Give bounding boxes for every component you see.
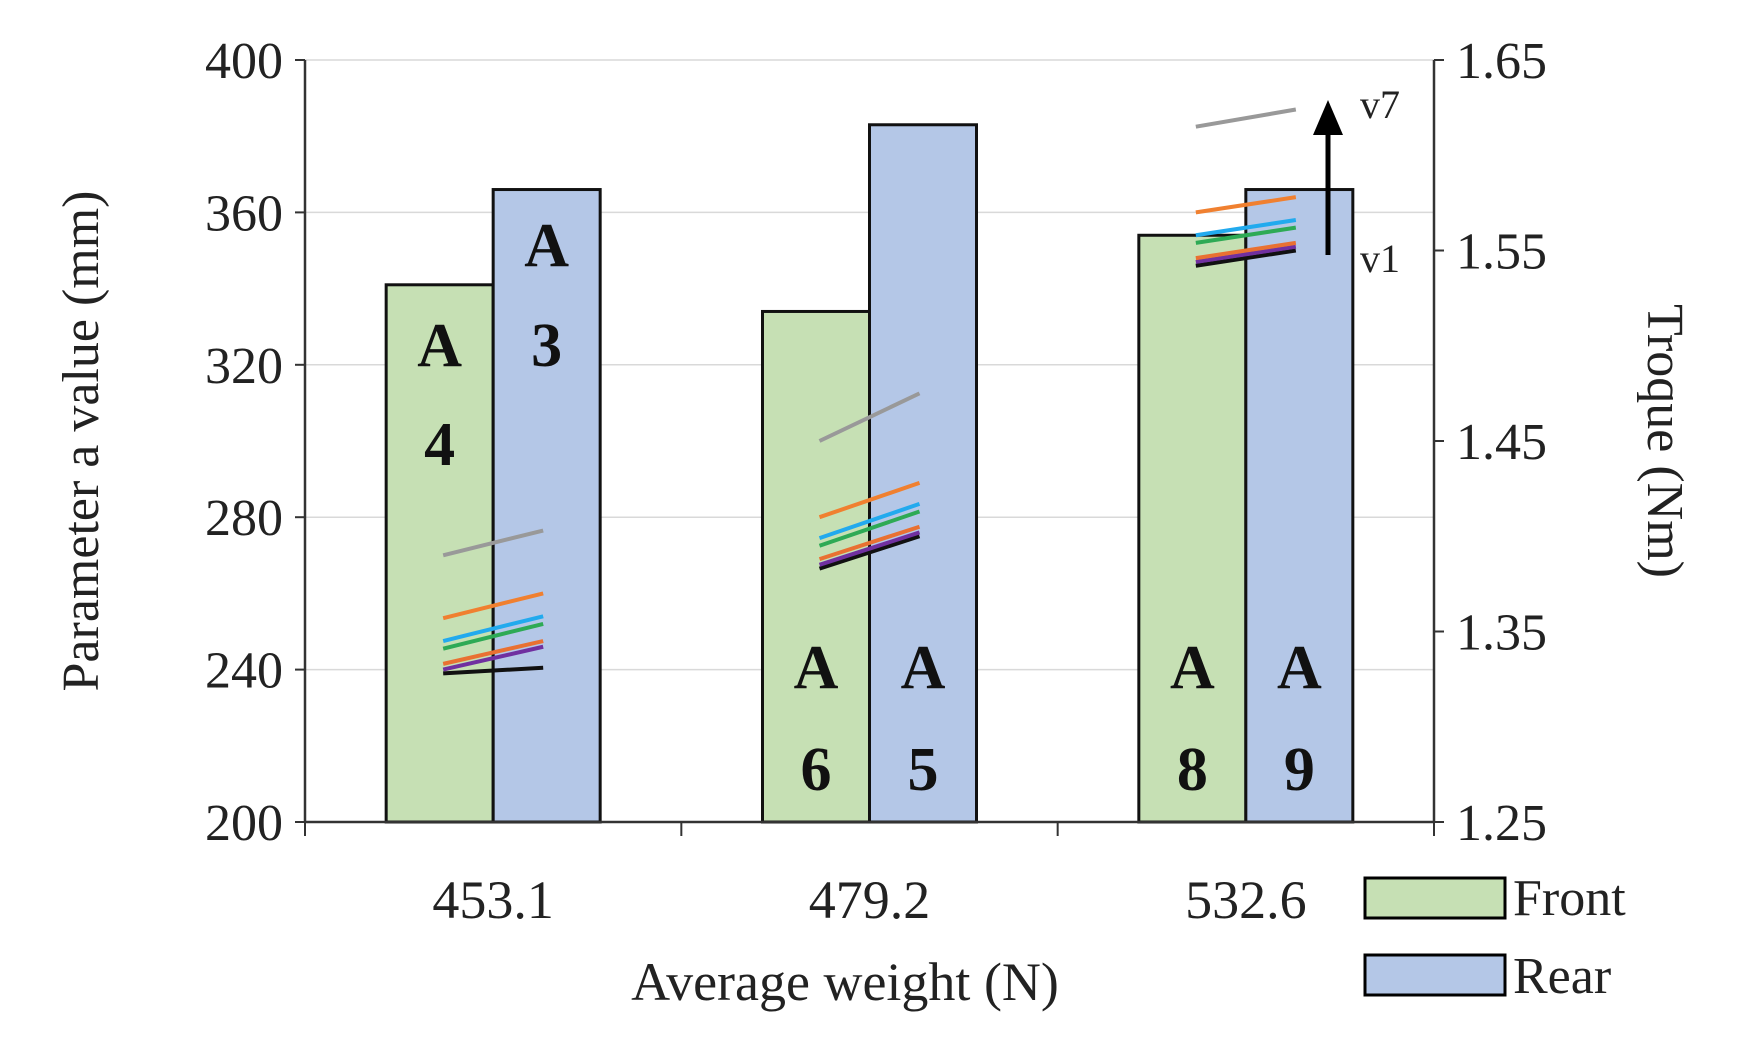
x-axis-title: Average weight (N): [631, 952, 1059, 1012]
y-tick-label: 400: [205, 33, 283, 90]
y-tick-label: 320: [205, 338, 283, 395]
bar-front: [1137, 233, 1248, 824]
bar-label: A: [901, 634, 946, 702]
bar-rear: [1244, 188, 1355, 824]
x-tick-label: 532.6: [1185, 870, 1307, 930]
y2-tick-label: 1.65: [1456, 33, 1547, 90]
torque-line-v1: [1195, 248, 1297, 268]
torque-line-v6: [442, 591, 544, 621]
torque-line-v3: [1195, 240, 1297, 261]
annotation-v1: v1: [1360, 236, 1400, 281]
x-tick-label: 479.2: [809, 870, 931, 930]
bar-front: [384, 283, 495, 824]
torque-lines: [442, 107, 1297, 676]
torque-line-v7: [442, 528, 544, 558]
arrow-head: [1313, 100, 1343, 135]
bar-rear: [491, 188, 602, 824]
torque-line-v1: [443, 665, 544, 676]
y2-tick-label: 1.55: [1456, 224, 1547, 281]
torque-line-v7: [818, 391, 921, 443]
y2-axis-title: Troque (Nm): [1636, 304, 1693, 578]
tick-labels: 2002402803203604001.251.351.451.551.6545…: [205, 33, 1547, 930]
torque-line-v2: [1195, 244, 1297, 264]
arrow-annotation: v7 v1: [1313, 82, 1400, 281]
bar-label: 4: [424, 411, 455, 479]
torque-line-v3: [442, 639, 544, 666]
legend-swatch-rear: [1363, 953, 1507, 997]
bar-rear: [868, 123, 978, 824]
torque-line-v7: [1195, 107, 1297, 129]
bar-label: A: [794, 634, 839, 702]
bar-label: 8: [1177, 736, 1208, 804]
y-tick-label: 240: [205, 643, 283, 700]
bar-label: A: [1277, 634, 1322, 702]
annotation-v7: v7: [1360, 82, 1400, 127]
torque-line-v2: [818, 530, 921, 567]
bar-label: 5: [908, 736, 939, 804]
torque-line-v2: [442, 644, 544, 672]
torque-line-v5: [1195, 218, 1297, 238]
y2-tick-label: 1.25: [1456, 795, 1547, 852]
y2-tick-label: 1.45: [1456, 414, 1547, 471]
x-tick-label: 453.1: [432, 870, 554, 930]
bar-label: 3: [531, 312, 562, 380]
torque-line-v4: [442, 621, 544, 651]
torque-line-v6: [1195, 195, 1297, 215]
torque-line-v4: [818, 509, 921, 548]
y2-tick-label: 1.35: [1456, 605, 1547, 662]
torque-line-v5: [442, 614, 544, 643]
y-axis-title: Parameter a value (mm): [53, 191, 110, 692]
torque-line-v5: [818, 501, 921, 541]
y-tick-label: 360: [205, 185, 283, 242]
legend: Front Rear: [1363, 870, 1626, 1005]
y-tick-label: 280: [205, 490, 283, 547]
legend-swatch-front: [1363, 876, 1507, 920]
y-tick-label: 200: [205, 795, 283, 852]
torque-line-v1: [818, 534, 921, 571]
torque-line-v6: [818, 481, 921, 520]
bar-label: A: [417, 312, 462, 380]
bars: [384, 123, 1355, 824]
bar-label: 9: [1284, 736, 1315, 804]
legend-label-rear: Rear: [1513, 948, 1611, 1005]
torque-line-v3: [818, 524, 921, 562]
legend-label-front: Front: [1513, 870, 1626, 927]
bar-label: A: [524, 212, 569, 280]
bar-labels: A 4 A 6 A 8 A 3 A 5 A 9: [417, 212, 1322, 804]
torque-line-v4: [1195, 225, 1297, 245]
bar-label: A: [1170, 634, 1215, 702]
bar-label: 6: [801, 736, 832, 804]
